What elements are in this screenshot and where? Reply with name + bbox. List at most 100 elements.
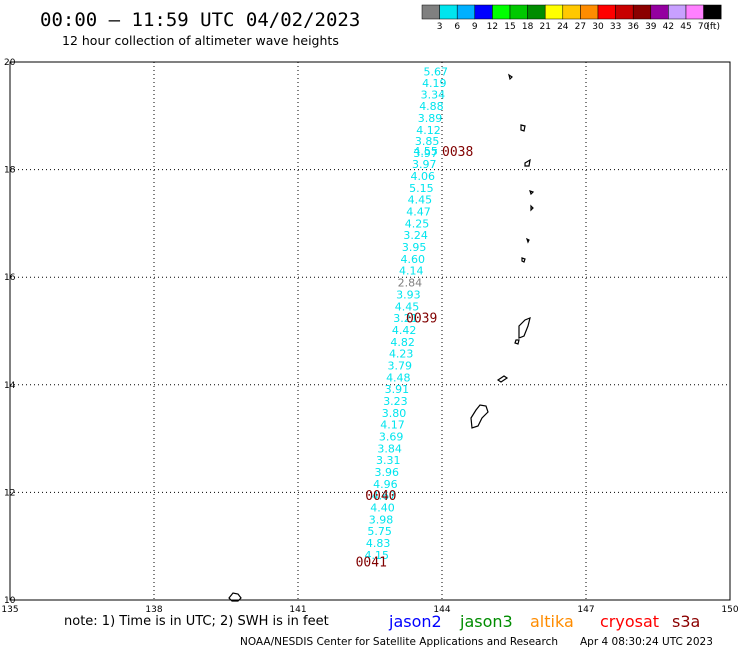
x-tick-label: 144 (433, 605, 450, 615)
color-scale-swatch (668, 4, 687, 20)
color-scale-swatch (492, 4, 511, 20)
wave-height-value: 4.67 (372, 490, 397, 503)
chart-title: 00:00 – 11:59 UTC 04/02/2023 (40, 9, 360, 31)
satellite-s3a: s3a (672, 612, 700, 631)
wave-height-value: 3.84 (377, 442, 402, 455)
wave-height-value: 5.67 (424, 66, 449, 79)
time-mark-label: 0039 (406, 312, 437, 327)
color-scale-swatch (421, 4, 440, 20)
wave-height-value: 4.82 (390, 336, 415, 349)
footer-credit: NOAA/NESDIS Center for Satellite Applica… (240, 636, 558, 648)
color-scale-unit: (ft) (706, 22, 720, 32)
color-scale-swatch (527, 4, 546, 20)
wave-height-value: 4.12 (416, 124, 441, 137)
wave-height-value: 3.79 (388, 359, 413, 372)
color-scale-label: 39 (645, 22, 657, 32)
time-mark-label: 0038 (442, 145, 473, 160)
wave-height-value: 3.21 (393, 312, 418, 325)
wave-height-value: 3.96 (375, 466, 400, 479)
color-scale-swatch (439, 4, 458, 20)
y-tick-label: 10 (4, 596, 16, 606)
y-tick-label: 14 (4, 381, 16, 391)
color-scale-label: 70 (698, 22, 710, 32)
color-scale-label: 36 (627, 22, 639, 32)
grid-lines (10, 62, 730, 600)
satellite-jason2: jason2 (388, 612, 442, 631)
wave-height-value: 3.85 (415, 135, 440, 148)
color-scale-swatch (509, 4, 528, 20)
color-scale-label: 18 (522, 22, 534, 32)
wave-height-value: 5.75 (367, 525, 392, 538)
wave-height-value: 3.95 (402, 241, 427, 254)
color-scale-label: 42 (663, 22, 674, 32)
wave-height-value: 4.15 (364, 549, 389, 562)
island-outline (508, 73, 513, 81)
wave-height-value: 3.80 (382, 407, 407, 420)
wave-height-value: 4.47 (406, 206, 431, 219)
island-outline (520, 124, 526, 132)
wave-height-value: 3.69 (379, 430, 404, 443)
color-scale-swatch (703, 4, 722, 20)
wave-height-value: 4.17 (380, 419, 405, 432)
wave-height-value: 2.84 (398, 277, 423, 290)
island-outline (470, 404, 489, 429)
island-outline (514, 339, 520, 345)
color-scale-label: 6 (454, 22, 460, 32)
color-scale-label: 15 (504, 22, 515, 32)
color-scale-label: 9 (472, 22, 478, 32)
wave-height-value: 4.45 (408, 194, 433, 207)
satellite-cryosat: cryosat (600, 612, 659, 631)
island-outline (228, 592, 242, 602)
y-tick-label: 20 (4, 58, 16, 68)
axis-ticks: 135 138 141 144 147 150 10 12 14 16 18 20 (1, 58, 738, 615)
y-tick-label: 12 (4, 488, 15, 498)
y-tick-label: 16 (4, 273, 16, 283)
color-scale-swatch (650, 4, 669, 20)
wave-height-value: 4.96 (373, 478, 398, 491)
color-scale-label: 30 (592, 22, 604, 32)
wave-height-value: 4.23 (389, 348, 414, 361)
plot-frame (9, 61, 731, 601)
satellite-legend: jason2 jason3 altika cryosat s3a (388, 612, 700, 631)
island-outline (530, 204, 534, 212)
wave-height-value: 4.45 (395, 300, 420, 313)
wave-height-value: 3.98 (369, 513, 394, 526)
color-scale-swatch (562, 4, 581, 20)
x-tick-label: 138 (145, 605, 162, 615)
satellite-altika: altika (530, 612, 574, 631)
wave-height-value: 4.83 (366, 537, 391, 550)
wave-height-value: 5.15 (409, 182, 434, 195)
color-scale-swatch (632, 4, 652, 20)
wave-height-value: 3.31 (376, 454, 401, 467)
wave-height-value: 3.34 (421, 88, 446, 101)
x-tick-label: 135 (1, 605, 18, 615)
wave-height-value: 4.60 (400, 253, 425, 266)
wave-height-value: 3.93 (396, 288, 421, 301)
wave-height-value: 4.25 (405, 217, 430, 230)
wave-height-value: 4.40 (370, 501, 395, 514)
color-scale-label: 24 (557, 22, 569, 32)
wave-height-value: 3.89 (418, 112, 443, 125)
color-scale-swatch (544, 4, 564, 20)
wave-height-value: 4.06 (411, 170, 436, 183)
island-outline (496, 375, 509, 383)
time-mark-label: 0040 (365, 489, 396, 504)
color-scale-swatch (685, 4, 704, 20)
island-outline (524, 158, 531, 167)
color-scale-label: 12 (487, 22, 498, 32)
satellite-jason3: jason3 (459, 612, 513, 631)
x-tick-label: 150 (721, 605, 738, 615)
islands (228, 73, 535, 602)
color-scale-swatch (615, 4, 634, 20)
wave-height-points: 5.674.193.344.883.894.123.854.553.973.97… (364, 66, 448, 562)
wave-height-value: 3.24 (403, 229, 428, 242)
color-scale-legend: 3 6 9 12 15 18 21 24 27 30 33 36 39 42 45 70(ft) (421, 4, 722, 32)
color-scale-swatch (474, 4, 493, 20)
time-marks: 0038 0039 0040 0041 (356, 145, 474, 570)
island-outline (518, 317, 531, 339)
island-outline (525, 237, 530, 244)
x-tick-label: 141 (289, 605, 306, 615)
color-scale-label: 3 (437, 22, 443, 32)
